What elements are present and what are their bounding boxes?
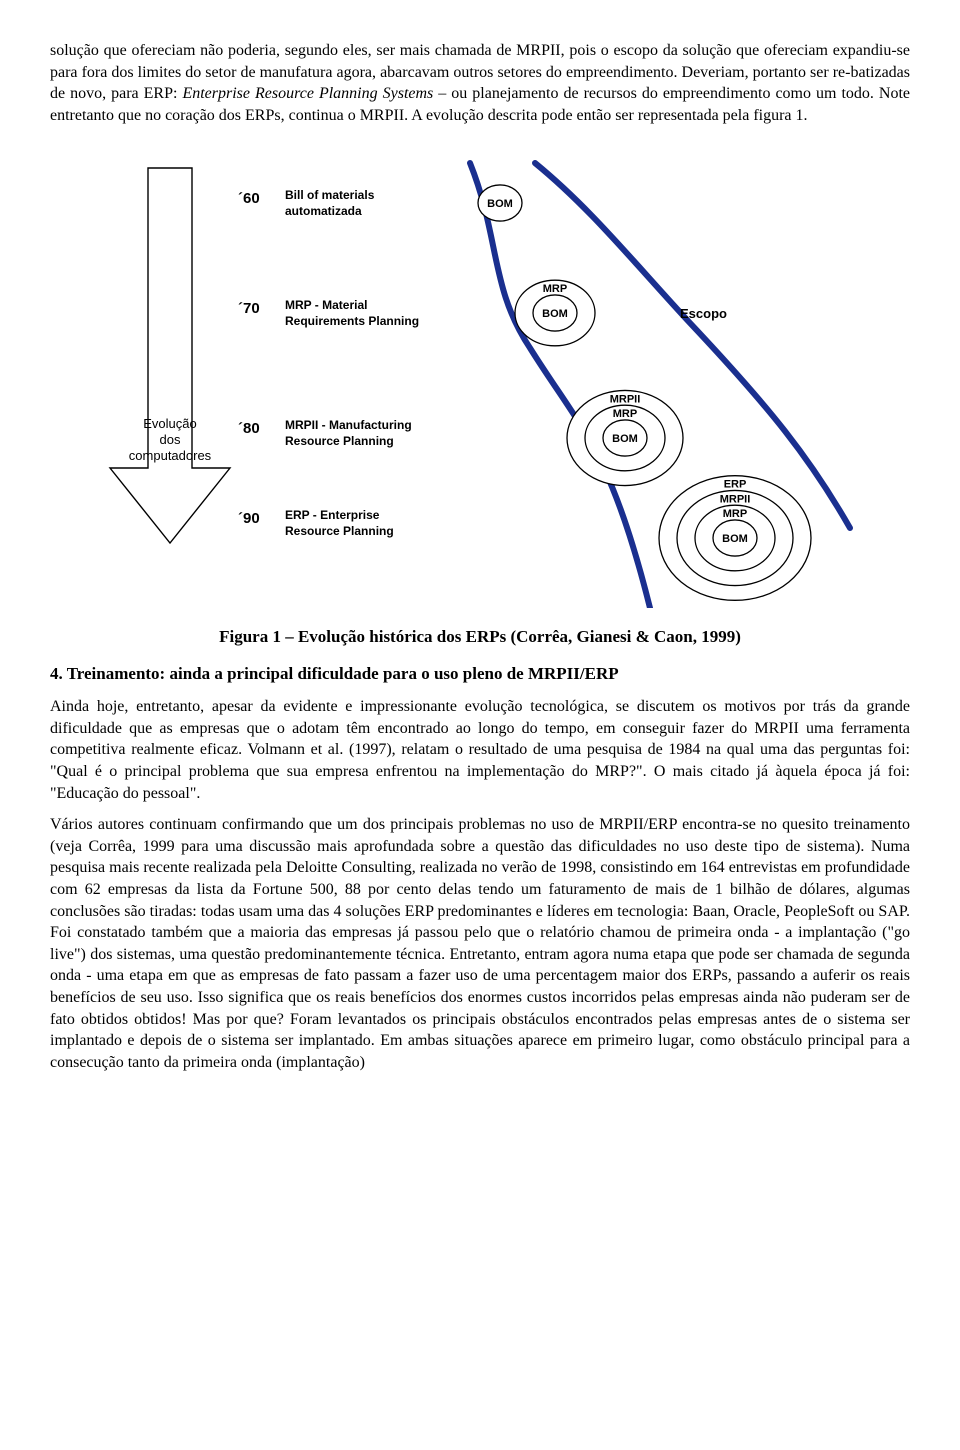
arrow-label-3: computadores (129, 448, 212, 463)
ring-label: MRP (723, 509, 747, 521)
arrow-label-2: dos (160, 432, 181, 447)
figure-caption: Figura 1 – Evolução histórica dos ERPs (… (50, 626, 910, 649)
timeline-desc: MRP - Material (285, 298, 367, 312)
ring-sets: BOM BOM MRP BOM MRP MRPII BOM MRP MRPII ERP (478, 185, 811, 600)
ring-label: MRP (543, 284, 567, 296)
timeline-year: ´70 (238, 300, 260, 317)
timeline-year: ´60 (238, 190, 260, 207)
intro-italic: Enterprise Resource Planning Systems (182, 85, 433, 102)
ring-label: MRPII (610, 394, 641, 406)
ring-label: MRPII (720, 494, 751, 506)
evolution-arrow: Evolução dos computadores (110, 168, 230, 543)
figure-svg: Evolução dos computadores ´60 Bill of mat… (70, 148, 890, 608)
ring-label: BOM (612, 433, 638, 445)
ring-label: ERP (724, 479, 747, 491)
timeline-desc: ERP - Enterprise (285, 508, 380, 522)
paragraph-2: Ainda hoje, entretanto, apesar da eviden… (50, 696, 910, 804)
ring-label: BOM (542, 308, 568, 320)
arrow-label-1: Evolução (143, 416, 196, 431)
timeline-desc: Resource Planning (285, 524, 394, 538)
timeline: ´60 Bill of materials automatizada ´70 MRP -… (238, 188, 419, 538)
timeline-desc: Requirements Planning (285, 314, 419, 328)
timeline-year: ´80 (238, 420, 260, 437)
timeline-desc: automatizada (285, 204, 362, 218)
timeline-desc: Resource Planning (285, 434, 394, 448)
paragraph-3: Vários autores continuam confirmando que… (50, 814, 910, 1073)
section-4-heading: 4. Treinamento: ainda a principal dificu… (50, 663, 910, 686)
intro-paragraph: solução que ofereciam não poderia, segun… (50, 40, 910, 126)
figure-1: Evolução dos computadores ´60 Bill of mat… (50, 148, 910, 608)
ring-label: BOM (722, 533, 748, 545)
timeline-year: ´90 (238, 510, 260, 527)
ring-label: BOM (487, 198, 513, 210)
funnel-label: Escopo (680, 306, 727, 321)
ring-label: MRP (613, 409, 637, 421)
timeline-desc: Bill of materials (285, 188, 375, 202)
timeline-desc: MRPII - Manufacturing (285, 418, 412, 432)
